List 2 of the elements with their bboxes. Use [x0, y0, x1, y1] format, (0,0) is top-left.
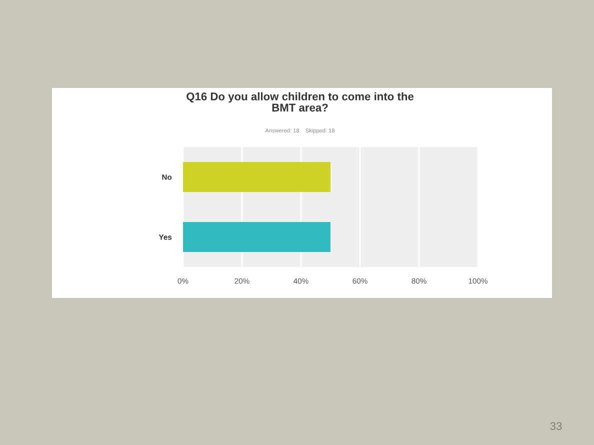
chart-title: Q16 Do you allow children to come into the BMT area? — [186, 92, 414, 112]
text: 33 — [550, 422, 562, 430]
